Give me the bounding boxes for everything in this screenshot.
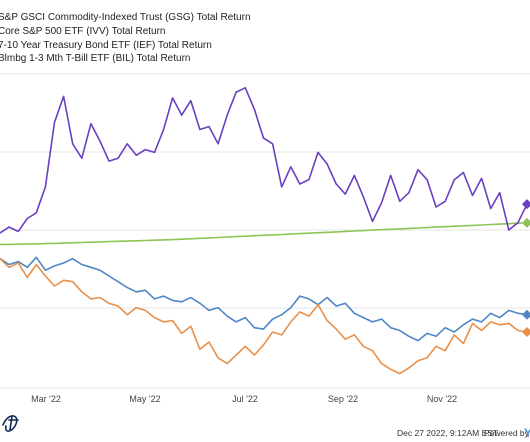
ycharts-logo-mark [2, 415, 19, 432]
series-end-markers [522, 199, 530, 337]
legend-entry-ief: 7-10 Year Treasury Bond ETF (IEF) Total … [0, 40, 212, 51]
x-tick-label: Nov '22 [427, 394, 457, 404]
legend-entry-gsg: S&P GSCI Commodity-Indexed Trust (GSG) T… [0, 12, 251, 23]
series-end-marker-0 [522, 199, 530, 210]
legend: S&P GSCI Commodity-Indexed Trust (GSG) T… [0, 12, 251, 64]
series-end-marker-3 [522, 217, 530, 228]
series-line-2 [0, 257, 528, 375]
series-line-0 [0, 87, 528, 234]
legend-entry-bil: Blmbg 1-3 Mth T-Bill ETF (BIL) Total Ret… [0, 53, 190, 64]
grid-lines [0, 73, 530, 389]
footer-powered-by: Powered by [484, 428, 530, 438]
series-lines [0, 87, 528, 375]
footer-timestamp: Dec 27 2022, 9:12AM EST. [397, 428, 500, 438]
x-tick-label: Sep '22 [328, 394, 358, 404]
series-end-marker-2 [522, 326, 530, 337]
x-tick-label: Mar '22 [31, 394, 61, 404]
x-tick-label: May '22 [129, 394, 160, 404]
x-tick-label: Jul '22 [232, 394, 258, 404]
chart-footer: Dec 27 2022, 9:12AM EST. Powered by Y [397, 426, 530, 440]
legend-entry-ivv: Core S&P 500 ETF (IVV) Total Return [0, 26, 165, 37]
series-end-marker-1 [522, 309, 530, 320]
x-axis: Mar '22 May '22 Jul '22 Sep '22 Nov '22 [31, 394, 457, 404]
series-line-1 [0, 256, 528, 342]
series-line-3 [0, 222, 528, 246]
ycharts-brand-glyph: Y [524, 426, 530, 440]
